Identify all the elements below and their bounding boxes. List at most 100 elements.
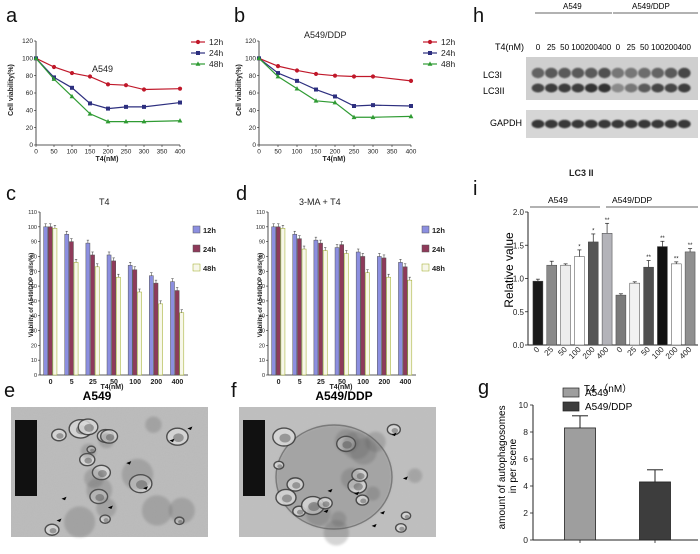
bar xyxy=(532,280,544,346)
blot-band-gapdh xyxy=(558,119,571,129)
data-point xyxy=(69,93,75,99)
bar-48h xyxy=(407,279,413,376)
blot-lane-label: 25 xyxy=(547,43,556,52)
legend-marker xyxy=(196,51,200,55)
em-density xyxy=(306,501,331,527)
x-tick-label: 200 xyxy=(103,149,114,156)
legend-swatch xyxy=(421,244,430,253)
data-point xyxy=(275,64,281,69)
legend-swatch xyxy=(192,225,201,234)
series-line-48h xyxy=(258,57,412,118)
x-tick-label: 400 xyxy=(172,379,184,386)
y-tick-label: 60 xyxy=(31,284,37,290)
panel-label-c: c xyxy=(6,183,16,205)
y-tick-label: 80 xyxy=(26,73,34,80)
em-density xyxy=(96,498,117,519)
significance-mark: ** xyxy=(660,236,665,242)
blot-band-gapdh xyxy=(677,119,691,129)
em-density xyxy=(145,416,162,433)
em-vesicle-content xyxy=(360,498,367,504)
x-tick-label: 400 xyxy=(595,345,611,361)
blot-band-gapdh xyxy=(531,119,545,129)
bar-24h xyxy=(297,238,302,376)
blot-group-a549ddp: A549/DDP xyxy=(632,2,670,11)
blot-band-gapdh xyxy=(544,119,558,129)
y-tick-label: 20 xyxy=(259,343,265,349)
blot-band-lc3i xyxy=(598,67,611,79)
data-point xyxy=(141,119,147,124)
blot-band-lc3i xyxy=(664,67,678,79)
blot-band-lc3i xyxy=(558,67,571,79)
legend-label: 12h xyxy=(432,226,445,235)
em-vesicle-content xyxy=(279,433,291,443)
em-vesicle-content xyxy=(292,482,301,489)
x-tick-label: 250 xyxy=(121,149,132,156)
blot-row-label-gapdh: GAPDH xyxy=(490,118,522,128)
blot-band-lc3i xyxy=(678,67,691,79)
data-point xyxy=(105,82,111,87)
data-point xyxy=(87,74,93,79)
y-tick-label: 40 xyxy=(249,108,257,115)
bar-24h xyxy=(174,290,180,376)
data-point xyxy=(124,104,128,109)
x-tick-label: 25 xyxy=(543,345,556,358)
em-arrow xyxy=(61,496,67,501)
group-label-a549ddp: A549/DDP xyxy=(612,195,652,205)
y-tick-label: 50 xyxy=(31,299,37,305)
blot-band-gapdh xyxy=(571,119,585,129)
bar-12h xyxy=(127,265,133,376)
data-point xyxy=(294,86,300,91)
panel-b-line-chart: b A549/DDP 0 20 40 60 80 100 120 0 50 100 150 200 25… xyxy=(234,5,455,163)
bar-24h xyxy=(339,244,344,376)
panel-f-electron-micrograph: f A549/DDP xyxy=(231,380,436,546)
bar-12h xyxy=(85,242,91,376)
y-tick-label: 40 xyxy=(26,108,34,115)
y-tick-label: 80 xyxy=(259,254,265,260)
bar-12h xyxy=(313,239,319,376)
x-axis-label: T4(nM) xyxy=(101,384,124,391)
bar xyxy=(588,241,599,346)
x-tick-label: 400 xyxy=(400,379,412,386)
x-tick-label: 50 xyxy=(274,149,282,156)
data-point xyxy=(408,113,414,119)
em-density xyxy=(323,520,349,546)
bar xyxy=(574,256,585,346)
blot-band-lc3ii xyxy=(571,83,585,93)
significance-mark: * xyxy=(592,228,595,234)
legend-label: 12h xyxy=(203,226,216,235)
bar-12h xyxy=(106,254,112,376)
em-title-a549: A549 xyxy=(83,389,112,403)
blot-band-gapdh xyxy=(598,119,611,129)
y-tick-label: 50 xyxy=(259,299,265,305)
data-point xyxy=(371,103,375,108)
x-tick-label: 25 xyxy=(317,379,325,386)
data-point xyxy=(256,55,262,61)
em-arrow xyxy=(169,438,175,443)
blot-lane-label: 200 xyxy=(585,43,599,52)
x-tick-label: 50 xyxy=(338,379,346,386)
blot-band-gapdh xyxy=(611,119,625,129)
y-tick-label: 100 xyxy=(28,225,37,231)
blot-band-lc3ii xyxy=(584,83,598,93)
blot-group-a549: A549 xyxy=(563,2,582,11)
data-point xyxy=(314,87,318,92)
legend-swatch xyxy=(421,263,430,272)
blot-lane-label: 0 xyxy=(536,43,541,52)
y-tick-label: 40 xyxy=(259,314,265,320)
em-vesicle-content xyxy=(173,433,184,442)
data-point xyxy=(178,100,182,105)
y-tick-label: 60 xyxy=(259,284,265,290)
legend-marker xyxy=(195,61,201,66)
bar-48h xyxy=(94,266,100,376)
blot-lane-label: 25 xyxy=(627,43,636,52)
y-axis-label: Viability of A549/DDP cells(%) xyxy=(258,253,264,338)
y-tick-label: 0 xyxy=(523,535,528,545)
blot-band-lc3ii xyxy=(598,83,611,93)
x-tick-label: 0 xyxy=(615,345,625,355)
y-tick-label: 120 xyxy=(245,38,256,45)
y-tick-label: 100 xyxy=(256,225,265,231)
panel-label-f: f xyxy=(231,380,237,402)
blot-band-lc3i xyxy=(571,67,585,79)
em-density xyxy=(331,511,347,527)
